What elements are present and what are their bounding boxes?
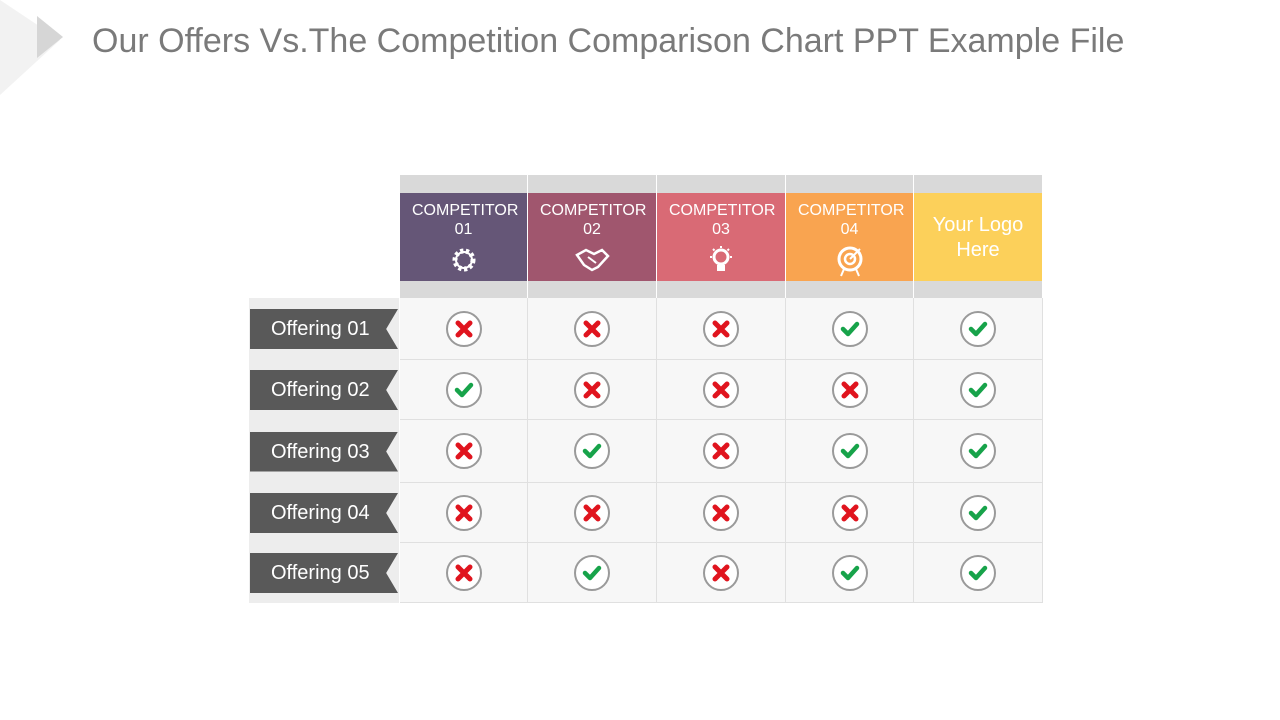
cross-icon [445, 494, 482, 531]
competitor-header: COMPETITOR 01 [400, 193, 527, 281]
table-cell [528, 298, 657, 360]
cross-icon [445, 433, 482, 469]
header-band-bottom [400, 281, 527, 298]
table-cell [400, 543, 528, 603]
cross-icon [703, 433, 739, 469]
cross-icon [831, 371, 868, 408]
check-icon [831, 433, 868, 469]
table-cell [914, 360, 1043, 420]
table-cell [657, 298, 786, 360]
logo-header: Your Logo Here [914, 193, 1042, 281]
column-label: COMPETITOR 03 [669, 202, 776, 238]
column-label: COMPETITOR 01 [412, 202, 519, 238]
table-cell [528, 483, 657, 543]
check-icon [960, 554, 996, 591]
competitor-header: COMPETITOR 02 [528, 193, 656, 281]
column-label: Your Logo Here [932, 214, 1024, 261]
cross-icon [703, 310, 739, 347]
cross-icon [574, 310, 610, 347]
table-cell [786, 360, 914, 420]
row-label: Offering 02 [250, 370, 398, 410]
table-cell [786, 483, 914, 543]
cross-icon [574, 494, 610, 531]
cross-icon [703, 494, 739, 531]
table-cell [528, 543, 657, 603]
check-icon [574, 554, 610, 591]
competitor-header: COMPETITOR 04 [786, 193, 913, 281]
table-cell [914, 543, 1043, 603]
table-cell [786, 420, 914, 483]
table-cell [786, 543, 914, 603]
gear-icon [400, 245, 527, 275]
header-band-top [657, 175, 785, 193]
table-cell [914, 483, 1043, 543]
row-label: Offering 05 [250, 553, 398, 593]
check-icon [831, 554, 868, 591]
table-cell [400, 298, 528, 360]
check-icon [960, 433, 996, 469]
table-cell [400, 420, 528, 483]
table-cell [657, 360, 786, 420]
header-band-top [914, 175, 1042, 193]
row-label: Offering 03 [250, 431, 398, 472]
column-label: COMPETITOR 04 [798, 202, 905, 238]
column-label: COMPETITOR 02 [540, 202, 647, 238]
check-icon [445, 371, 482, 408]
row-label: Offering 04 [250, 493, 398, 533]
lightbulb-icon [657, 245, 785, 275]
header-band-top [786, 175, 913, 193]
table-cell [528, 420, 657, 483]
cross-icon [574, 371, 610, 408]
table-cell [657, 483, 786, 543]
cross-icon [445, 310, 482, 347]
check-icon [574, 433, 610, 469]
arrow-decoration [0, 0, 63, 95]
check-icon [960, 371, 996, 408]
cross-icon [703, 554, 739, 591]
cross-icon [831, 494, 868, 531]
check-icon [831, 310, 868, 347]
header-band-top [400, 175, 527, 193]
header-band-bottom [786, 281, 913, 298]
table-cell [657, 420, 786, 483]
cross-icon [703, 371, 739, 408]
header-band-bottom [657, 281, 785, 298]
table-cell [400, 360, 528, 420]
header-band-top [528, 175, 656, 193]
page-title: Our Offers Vs.The Competition Comparison… [92, 22, 1125, 60]
check-icon [960, 310, 996, 347]
cross-icon [445, 554, 482, 591]
check-icon [960, 494, 996, 531]
row-label: Offering 01 [250, 309, 398, 349]
header-band-bottom [528, 281, 656, 298]
table-cell [657, 543, 786, 603]
competitor-header: COMPETITOR 03 [657, 193, 785, 281]
table-cell [914, 298, 1043, 360]
table-cell [786, 298, 914, 360]
table-cell [914, 420, 1043, 483]
target-icon [786, 245, 913, 277]
table-cell [400, 483, 528, 543]
handshake-icon [528, 245, 656, 275]
table-cell [528, 360, 657, 420]
header-band-bottom [914, 281, 1042, 298]
